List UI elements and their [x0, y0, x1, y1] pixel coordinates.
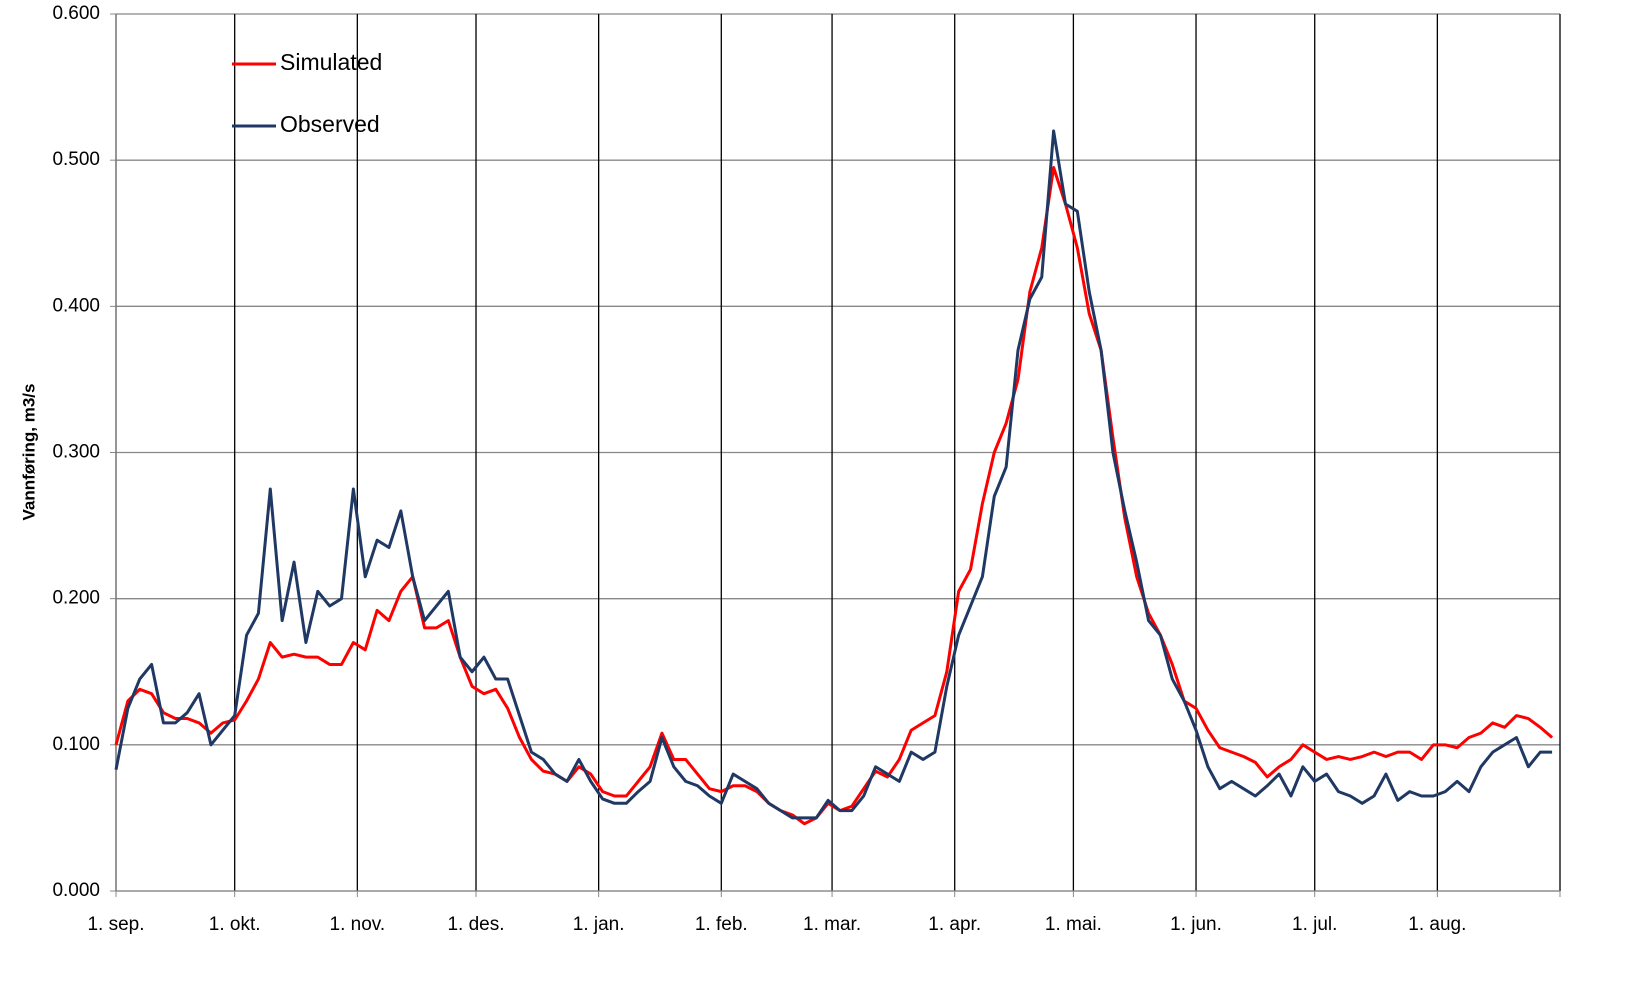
- x-tick-label: 1. mar.: [803, 914, 861, 935]
- x-tick-label: 1. jun.: [1170, 914, 1222, 935]
- x-tick-label: 1. sep.: [87, 914, 144, 935]
- y-tick-label: 0.000: [52, 880, 100, 901]
- x-tick-label: 1. jan.: [573, 914, 625, 935]
- x-tick-label: 1. nov.: [330, 914, 386, 935]
- x-tick-label: 1. aug.: [1408, 914, 1466, 935]
- x-tick-label: 1. jul.: [1292, 914, 1337, 935]
- y-tick-label: 0.600: [52, 3, 100, 24]
- x-tick-label: 1. apr.: [928, 914, 981, 935]
- data-line: [114, 165, 1554, 826]
- legend-label: Observed: [280, 111, 380, 137]
- x-tick-label: 1. mai.: [1045, 914, 1102, 935]
- x-tick-label: 1. des.: [447, 914, 504, 935]
- legend-label: Simulated: [280, 49, 382, 75]
- y-tick-label: 0.200: [52, 588, 100, 609]
- data-line: [114, 129, 1553, 820]
- y-tick-label: 0.300: [52, 442, 100, 463]
- y-tick-label: 0.400: [52, 295, 100, 316]
- x-tick-label: 1. okt.: [209, 914, 261, 935]
- y-tick-label: 0.500: [52, 149, 100, 170]
- y-tick-label: 0.100: [52, 734, 100, 755]
- x-tick-label: 1. feb.: [695, 914, 748, 935]
- y-axis-title: Vannføring, m3/s: [19, 384, 38, 521]
